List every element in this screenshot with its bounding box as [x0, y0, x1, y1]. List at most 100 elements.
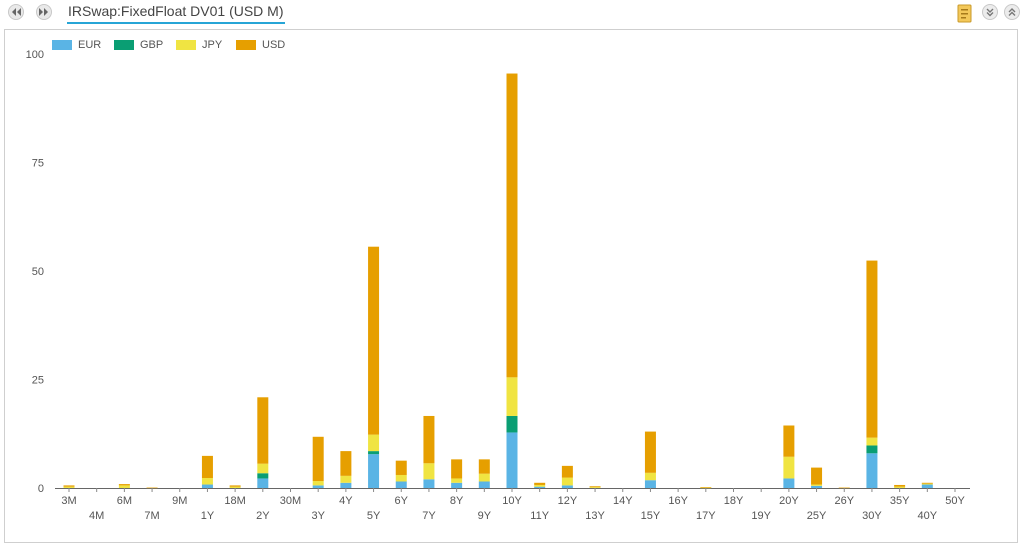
bar-segment-eur-30y: [866, 453, 878, 488]
x-tick-label: 1Y: [201, 510, 215, 522]
x-tick-label: 17Y: [696, 510, 716, 522]
legend-label-jpy: JPY: [202, 39, 223, 51]
bar-segment-jpy-13y: [589, 487, 601, 488]
bar-segment-jpy-9y: [478, 473, 490, 482]
previous-button[interactable]: [8, 4, 24, 20]
x-tick-label: 6Y: [395, 495, 409, 507]
bar-segment-usd-4y: [340, 451, 352, 476]
y-tick-label: 0: [38, 483, 44, 495]
bar-segment-jpy-3y: [312, 481, 324, 486]
x-tick-label: 50Y: [945, 495, 965, 507]
bar-segment-usd-7m: [146, 487, 158, 489]
x-tick-label: 20Y: [779, 495, 799, 507]
bar-segment-usd-20y: [783, 425, 795, 457]
title-underline: [67, 22, 285, 24]
bar-segment-eur-9y: [478, 481, 490, 488]
x-tick-label: 9Y: [478, 510, 492, 522]
bar-segment-eur-25y: [811, 485, 823, 488]
x-tick-label: 12Y: [558, 495, 578, 507]
y-tick-label: 25: [32, 375, 44, 387]
x-tick-label: 6M: [117, 495, 132, 507]
bar-segment-eur-6y: [395, 481, 407, 488]
bar-segment-jpy-6m: [118, 485, 130, 488]
bar-segment-usd-35y: [894, 484, 906, 487]
chevron-double-down-icon[interactable]: [982, 4, 998, 20]
bar-segment-eur-15y: [644, 480, 656, 488]
x-tick-label: 10Y: [502, 495, 522, 507]
x-tick-label: 5Y: [367, 510, 381, 522]
y-tick-label: 100: [26, 49, 44, 61]
bar-segment-eur-20y: [783, 478, 795, 488]
bar-segment-eur-12y: [561, 485, 573, 488]
bar-segment-eur-5y: [368, 454, 380, 488]
next-button[interactable]: [36, 4, 52, 20]
document-export-icon[interactable]: [956, 4, 974, 24]
bar-segment-eur-10y: [506, 432, 518, 488]
x-tick-label: 4M: [89, 510, 104, 522]
x-tick-label: 30Y: [862, 510, 882, 522]
bar-segment-jpy-7y: [423, 463, 435, 480]
legend-swatch-jpy: [176, 40, 196, 50]
bar-segment-jpy-25y: [811, 484, 823, 486]
bar-segment-eur-40y: [921, 484, 933, 488]
bar-segment-usd-30y: [866, 260, 878, 438]
x-tick-label: 9M: [172, 495, 187, 507]
x-tick-label: 3Y: [311, 510, 325, 522]
bar-segment-jpy-3m: [63, 486, 75, 488]
legend-swatch-eur: [52, 40, 72, 50]
bar-segment-usd-8y: [451, 459, 463, 479]
x-tick-label: 19Y: [751, 510, 771, 522]
bar-segment-usd-6y: [395, 460, 407, 475]
bar-segment-eur-11y: [534, 486, 546, 488]
x-tick-label: 35Y: [890, 495, 910, 507]
x-tick-label: 7Y: [422, 510, 436, 522]
bar-segment-gbp-2y: [257, 473, 269, 479]
rewind-icon: [12, 8, 21, 16]
bar-segment-jpy-17y: [700, 487, 712, 489]
legend-label-eur: EUR: [78, 39, 102, 51]
bar-segment-jpy-2y: [257, 463, 269, 474]
bar-segment-usd-3y: [312, 436, 324, 482]
x-tick-label: 18Y: [724, 495, 744, 507]
bar-segment-usd-10y: [506, 73, 518, 378]
legend-label-gbp: GBP: [140, 39, 164, 51]
bar-segment-jpy-18m: [229, 486, 241, 488]
x-tick-label: 14Y: [613, 495, 633, 507]
bar-segment-jpy-20y: [783, 456, 795, 479]
x-tick-label: 3M: [61, 495, 76, 507]
y-tick-label: 50: [32, 266, 44, 278]
x-tick-label: 26Y: [834, 495, 854, 507]
bar-segment-usd-3m: [63, 485, 75, 487]
x-tick-label: 18M: [224, 495, 245, 507]
bar-segment-gbp-10y: [506, 415, 518, 433]
bar-segment-usd-13y: [589, 486, 601, 488]
bar-segment-eur-3y: [312, 485, 324, 488]
bar-segment-jpy-40y: [921, 483, 933, 485]
fast-forward-icon: [39, 8, 48, 16]
bar-segment-jpy-35y: [894, 486, 906, 488]
bar-segment-jpy-5y: [368, 434, 380, 452]
bar-segment-jpy-15y: [644, 472, 656, 481]
chart-title-tab[interactable]: IRSwap:FixedFloat DV01 (USD M): [67, 2, 285, 24]
bar-segment-eur-4y: [340, 482, 352, 488]
x-tick-label: 7M: [144, 510, 159, 522]
bar-segment-usd-25y: [811, 467, 823, 485]
bar-segment-usd-11y: [534, 482, 546, 485]
bar-segment-eur-1y: [201, 484, 213, 488]
bar-segment-usd-5y: [368, 246, 380, 435]
bar-segment-jpy-4y: [340, 475, 352, 483]
bar-segment-eur-2y: [257, 478, 269, 488]
bar-segment-usd-7y: [423, 415, 435, 464]
x-tick-label: 11Y: [530, 510, 549, 522]
header-bar: IRSwap:FixedFloat DV01 (USD M): [0, 0, 1024, 28]
bar-segment-gbp-30y: [866, 445, 878, 454]
bar-segment-usd-17y: [700, 487, 712, 488]
bar-segment-usd-40y: [921, 482, 933, 484]
chevron-double-up-icon[interactable]: [1004, 4, 1020, 20]
x-tick-label: 13Y: [585, 510, 605, 522]
bar-segment-usd-1y: [201, 455, 213, 479]
x-tick-label: 8Y: [450, 495, 464, 507]
bar-segment-gbp-5y: [368, 451, 380, 455]
bar-segment-eur-8y: [451, 482, 463, 488]
